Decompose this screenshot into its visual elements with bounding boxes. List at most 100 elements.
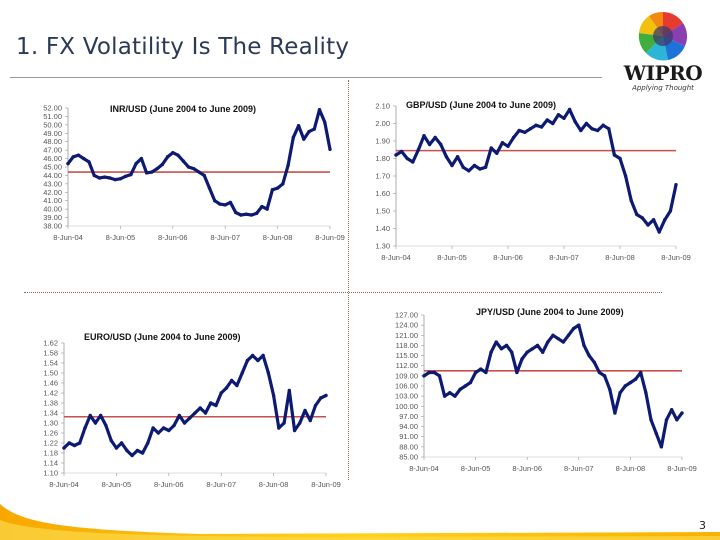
y-tick-label: 85.00 [399, 453, 418, 462]
data-point [584, 121, 589, 126]
data-point [218, 202, 222, 206]
data-point [125, 448, 129, 453]
data-point [551, 121, 555, 126]
x-tick-label: 8-Jun-09 [667, 464, 697, 473]
data-point [510, 350, 514, 354]
data-point [468, 380, 473, 385]
data-point [483, 165, 488, 169]
inr-usd-chart: 52.00 51.00 50.00 49.00 48.00 47.00 46.00 45.00… [30, 98, 345, 246]
data-point [422, 134, 426, 138]
data-point [324, 393, 328, 398]
y-tick-label: 48.00 [43, 137, 62, 146]
data-point [450, 163, 454, 168]
data-point [213, 199, 217, 203]
data-point [448, 391, 452, 395]
data-point [437, 374, 442, 378]
data-point [602, 374, 607, 378]
x-tick-label: 8-Jun-04 [53, 233, 83, 242]
data-point [307, 129, 311, 134]
data-point [66, 161, 70, 166]
data-point [455, 155, 460, 159]
y-tick-label: 127.00 [395, 311, 418, 320]
data-point [223, 203, 227, 207]
y-tick-label: 45.00 [43, 163, 62, 172]
data-point [108, 176, 112, 180]
data-point [172, 423, 176, 428]
y-tick-label: 94.00 [399, 422, 418, 431]
data-point [186, 165, 191, 169]
y-tick-label: 44.00 [43, 171, 62, 180]
y-tick-label: 1.80 [375, 154, 390, 163]
y-tick-label: 1.38 [43, 399, 58, 408]
data-point [597, 370, 602, 375]
data-point [296, 124, 301, 128]
y-tick-label: 1.18 [43, 449, 58, 458]
data-point [156, 431, 161, 435]
data-point [515, 370, 519, 375]
data-point [546, 340, 550, 344]
x-tick-label: 8-Jun-07 [206, 480, 236, 489]
y-tick-label: 1.30 [43, 419, 58, 428]
data-point [394, 153, 398, 157]
data-point [405, 156, 409, 161]
data-point [579, 128, 583, 133]
data-point [618, 391, 622, 395]
y-tick-label: 88.00 [399, 442, 418, 451]
data-point [224, 386, 229, 390]
y-tick-label: 124.00 [395, 321, 418, 330]
data-point [87, 160, 91, 164]
data-point [109, 438, 113, 443]
y-tick-label: 1.30 [375, 242, 390, 251]
data-point [139, 156, 144, 161]
data-point [302, 137, 306, 141]
y-tick-label: 47.00 [43, 146, 62, 155]
data-point [114, 446, 119, 450]
y-tick-label: 1.70 [375, 172, 390, 181]
data-point [286, 163, 290, 168]
data-point [607, 127, 611, 131]
y-tick-label: 2.00 [375, 119, 390, 128]
x-tick-label: 8-Jun-04 [381, 253, 411, 262]
data-point [411, 160, 415, 164]
data-point [266, 371, 271, 375]
data-point [635, 212, 639, 217]
data-point [312, 127, 316, 131]
data-point [192, 166, 196, 171]
data-point [71, 155, 75, 159]
data-point [228, 200, 233, 205]
y-tick-label: 1.46 [43, 379, 58, 388]
data-point [193, 411, 197, 415]
data-point [595, 128, 600, 133]
data-point [292, 428, 297, 433]
data-point [135, 448, 140, 453]
data-point [78, 441, 82, 445]
data-point [556, 336, 560, 341]
data-point [281, 182, 285, 186]
data-point [140, 451, 145, 455]
data-point [235, 383, 239, 388]
data-point [458, 387, 462, 392]
data-point [535, 343, 540, 348]
data-point [499, 347, 504, 351]
data-point [67, 441, 71, 445]
x-tick-label: 8-Jun-08 [259, 480, 289, 489]
chart-title: JPY/USD (June 2004 to June 2009) [476, 307, 624, 317]
data-point [613, 411, 617, 415]
data-point [427, 142, 432, 147]
inr-chart-svg: 52.0051.0050.0049.0048.0047.0046.0045.00… [43, 104, 345, 243]
data-point [260, 204, 264, 209]
data-point [150, 170, 154, 174]
y-tick-label: 1.34 [43, 409, 58, 418]
data-point [668, 209, 673, 213]
jpy-chart-svg: 127.00124.00121.00118.00115.00112.00109.… [395, 307, 697, 473]
data-point [207, 186, 212, 190]
data-point [587, 353, 591, 358]
y-tick-label: 1.54 [43, 359, 58, 368]
data-point [219, 391, 223, 395]
series-line [422, 323, 684, 449]
y-tick-label: 1.60 [375, 189, 390, 198]
data-point [444, 155, 449, 159]
data-point [495, 151, 499, 155]
data-point [118, 177, 123, 181]
x-tick-label: 8-Jun-06 [493, 253, 523, 262]
